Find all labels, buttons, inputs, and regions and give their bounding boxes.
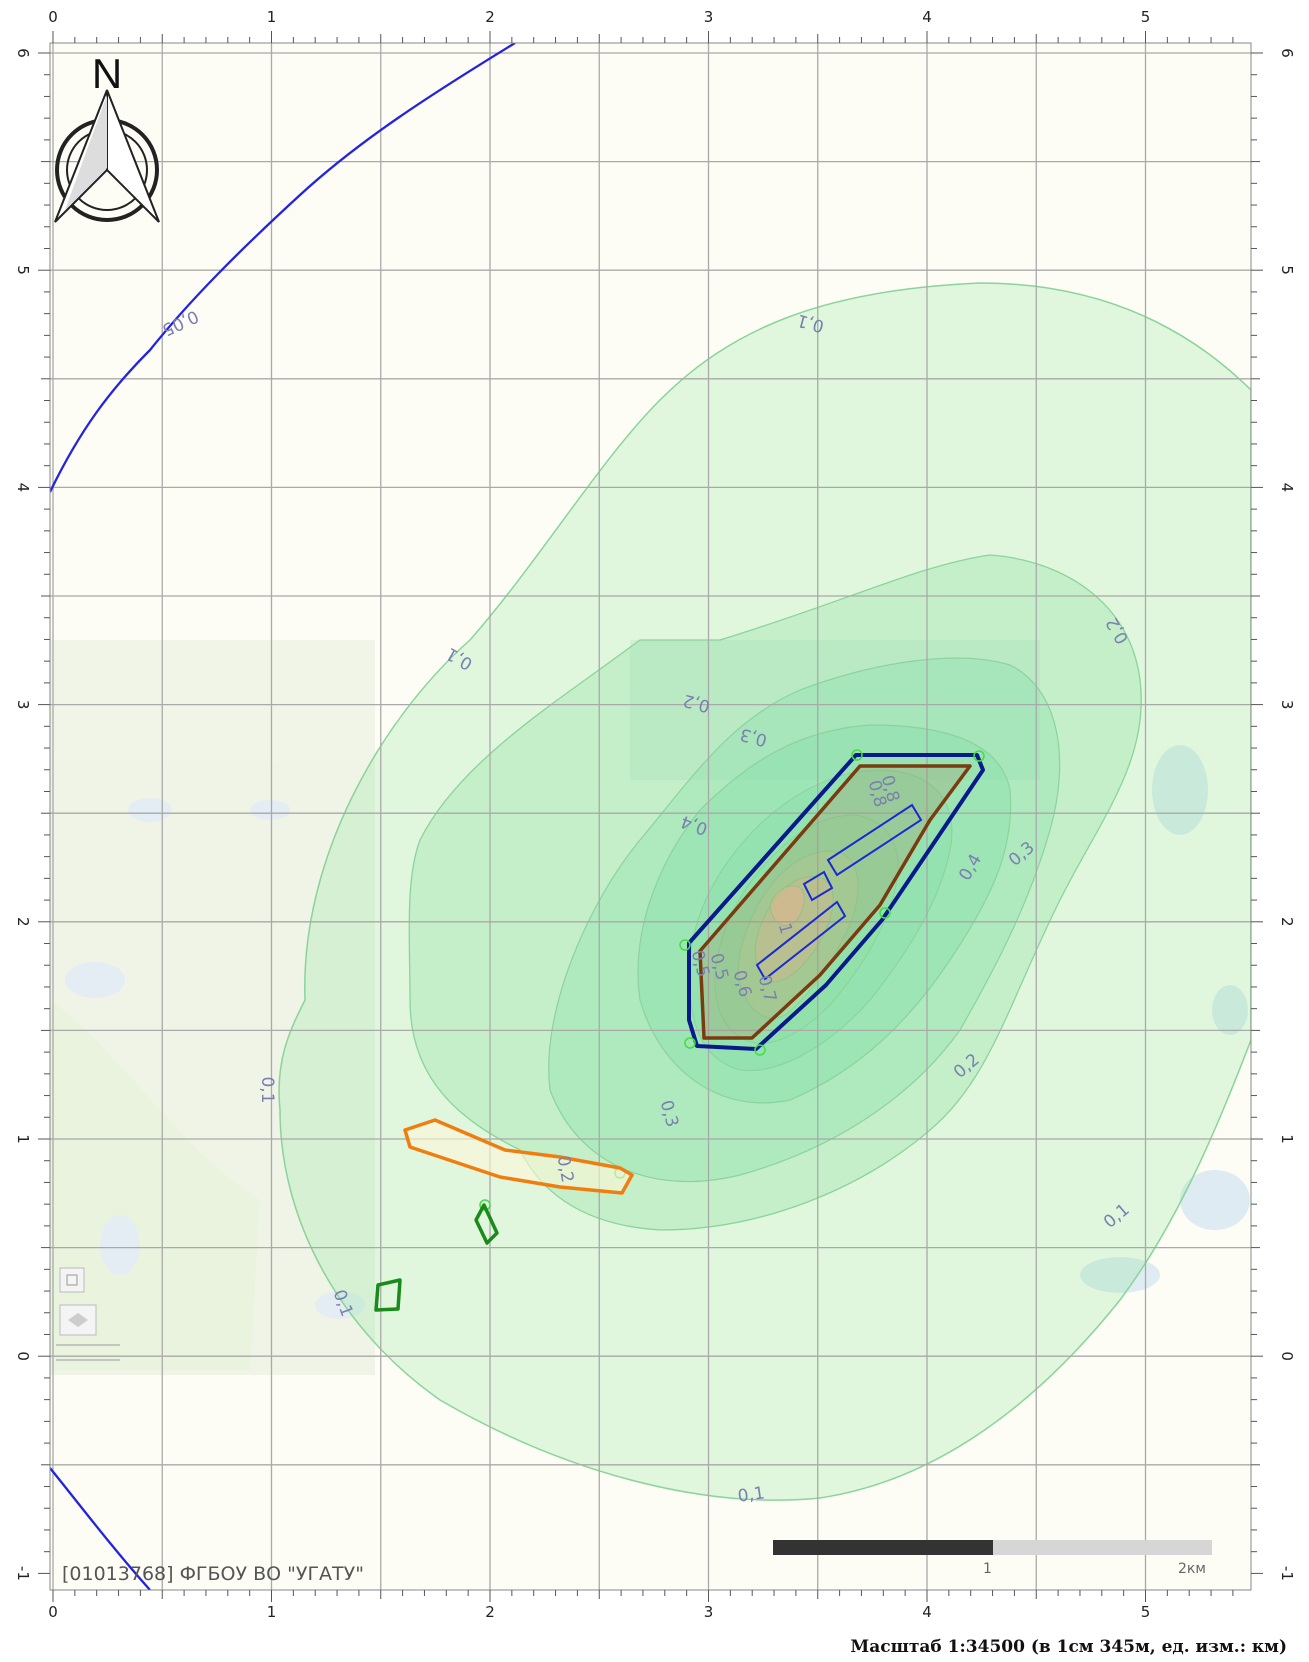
contour-0-1-area xyxy=(278,282,1251,1501)
layers-icon xyxy=(68,1313,88,1327)
x-tick-label: 0 xyxy=(48,1603,58,1621)
y-tick-label: 3 xyxy=(14,700,32,710)
x-tick-label: 1 xyxy=(267,8,277,26)
x-tick-label: 1 xyxy=(267,1603,277,1621)
x-tick-label: 4 xyxy=(922,1603,932,1621)
y-tick-label: 0 xyxy=(14,1351,32,1361)
coordinate-grid xyxy=(50,43,1251,1590)
x-tick-label: 0 xyxy=(48,8,58,26)
x-tick-label: 2 xyxy=(485,8,495,26)
y-tick-label: 2 xyxy=(1278,917,1296,927)
contour-label: 0,2 xyxy=(553,1154,577,1184)
scale-bar-mid-label: 1 xyxy=(983,1561,992,1577)
y-tick-label: 1 xyxy=(1278,1134,1296,1144)
y-tick-label: 5 xyxy=(1278,265,1296,275)
scale-bar-dark xyxy=(773,1540,993,1555)
y-tick-label: 3 xyxy=(1278,700,1296,710)
x-tick-label: 5 xyxy=(1141,8,1151,26)
contour-1-area xyxy=(769,885,805,927)
y-tick-label: 4 xyxy=(14,483,32,493)
scale-bar-end-label: 2км xyxy=(1178,1561,1206,1577)
map-frame xyxy=(49,42,1252,1591)
mini-scale xyxy=(56,1344,120,1361)
source-rectangles xyxy=(755,803,923,981)
base-map-features xyxy=(50,640,1250,1375)
green-zone-small xyxy=(474,1203,499,1245)
green-zone-square xyxy=(374,1278,402,1312)
x-tick-label: 5 xyxy=(1141,1603,1151,1621)
contour-label: 0,1 xyxy=(257,1076,277,1103)
contour-label: 1 xyxy=(774,921,796,937)
x-tick-label: 3 xyxy=(704,1603,714,1621)
y-tick-label: -1 xyxy=(14,1566,32,1581)
scale-bar-light xyxy=(993,1540,1212,1555)
concentration-contours xyxy=(278,282,1251,1501)
road-line-south xyxy=(50,1467,151,1590)
industrial-site-outline xyxy=(698,764,972,1040)
y-tick-label: 6 xyxy=(1278,48,1296,58)
square-icon xyxy=(66,1274,78,1286)
scale-bar: 1 2км xyxy=(773,1540,1212,1577)
y-tick-label: 5 xyxy=(14,265,32,275)
y-tick-label: -1 xyxy=(1278,1566,1296,1581)
y-tick-label: 6 xyxy=(14,48,32,58)
north-arrow-icon: N xyxy=(54,50,160,223)
y-tick-label: 2 xyxy=(14,917,32,927)
scale-caption: Масштаб 1:34500 (в 1см 345м, ед. изм.: к… xyxy=(850,1637,1287,1657)
sanitary-zone-outline xyxy=(687,753,985,1051)
y-tick-label: 1 xyxy=(14,1134,32,1144)
orange-zone-outline xyxy=(403,1118,634,1195)
map-controls[interactable] xyxy=(56,1267,120,1361)
x-tick-label: 3 xyxy=(704,8,714,26)
north-label: N xyxy=(92,50,122,97)
y-tick-label: 0 xyxy=(1278,1351,1296,1361)
road-line-north xyxy=(50,43,516,493)
ruler-ticks xyxy=(38,31,1263,1602)
organization-label: [01013768] ФГБОУ ВО "УГАТУ" xyxy=(62,1563,364,1585)
y-tick-label: 4 xyxy=(1278,483,1296,493)
map-control-button[interactable] xyxy=(59,1267,85,1293)
x-tick-label: 2 xyxy=(485,1603,495,1621)
x-tick-label: 4 xyxy=(922,8,932,26)
contour-0-2-area xyxy=(408,554,1142,1231)
contour-label: 0,1 xyxy=(737,1483,767,1507)
axis-labels: 0 0 1 1 2 2 3 3 4 4 5 5 6 6 5 5 4 4 3 3 2 2 1 1 0 0 -1 -1 xyxy=(14,8,1296,1621)
